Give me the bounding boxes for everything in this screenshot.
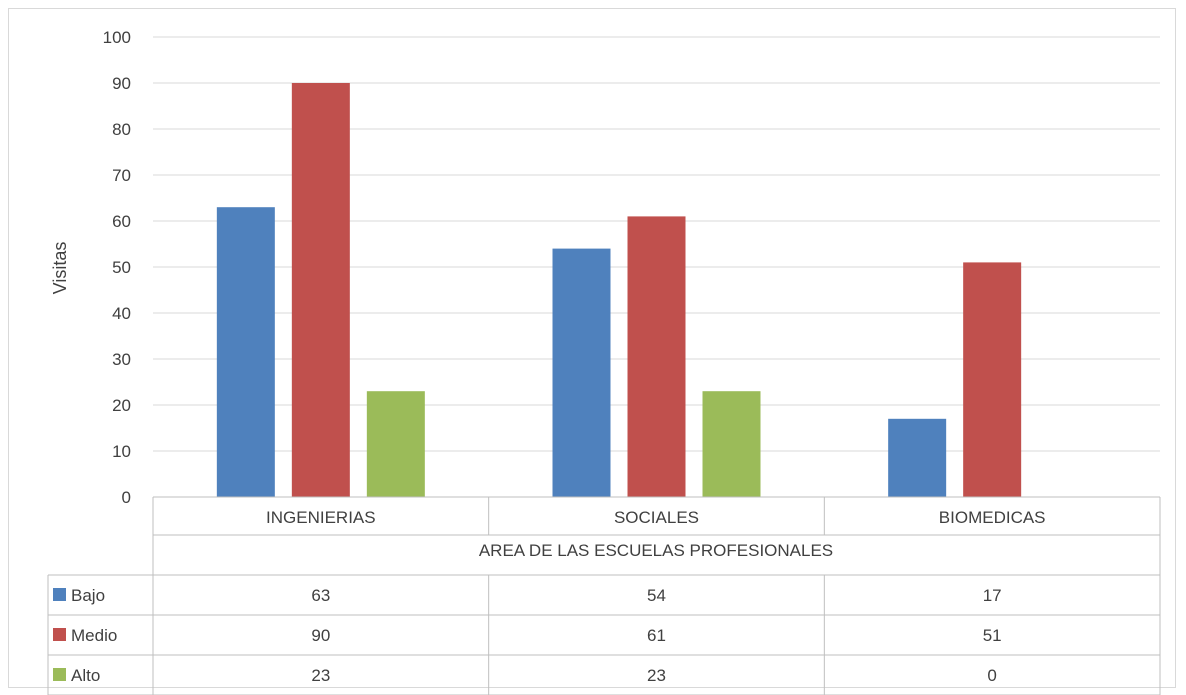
legend-label-bajo: Bajo	[71, 586, 105, 605]
bars	[216, 83, 1022, 497]
y-tick-label: 100	[103, 28, 131, 47]
y-axis-label: Visitas	[50, 242, 70, 295]
y-tick-label: 70	[112, 166, 131, 185]
data-table: INGENIERIAS SOCIALES BIOMEDICAS Bajo 63 54 17 M…	[47, 497, 1161, 695]
y-tick-label: 80	[112, 120, 131, 139]
bar-medio-biomedicas	[963, 262, 1022, 497]
bar-bajo-sociales	[552, 248, 611, 497]
x-axis-label: AREA DE LAS ESCUELAS PROFESIONALES	[479, 541, 833, 560]
x-tick-label: SOCIALES	[614, 508, 699, 527]
data-label: 90	[311, 626, 330, 645]
y-tick-label: 0	[122, 488, 131, 507]
x-tick-label: BIOMEDICAS	[939, 508, 1046, 527]
y-tick-label: 60	[112, 212, 131, 231]
y-tick-label: 10	[112, 442, 131, 461]
bar-alto-sociales	[702, 391, 761, 497]
bar-bajo-biomedicas	[888, 418, 947, 497]
y-tick-label: 30	[112, 350, 131, 369]
y-tick-label: 40	[112, 304, 131, 323]
data-label: 23	[647, 666, 666, 685]
bar-medio-ingenierias	[291, 83, 350, 497]
bar-alto-ingenierias	[366, 391, 425, 497]
x-tick-label: INGENIERIAS	[266, 508, 376, 527]
data-label: 0	[987, 666, 996, 685]
data-label: 63	[311, 586, 330, 605]
bar-bajo-ingenierias	[216, 207, 275, 497]
legend-swatch-alto	[53, 668, 66, 681]
y-tick-label: 90	[112, 74, 131, 93]
bar-medio-sociales	[627, 216, 686, 497]
legend-swatch-bajo	[53, 588, 66, 601]
data-label: 51	[983, 626, 1002, 645]
legend-label-alto: Alto	[71, 666, 100, 685]
y-tick-label: 20	[112, 396, 131, 415]
legend-label-medio: Medio	[71, 626, 117, 645]
y-tick-label: 50	[112, 258, 131, 277]
data-label: 17	[983, 586, 1002, 605]
data-label: 54	[647, 586, 666, 605]
data-label: 23	[311, 666, 330, 685]
axes: 0 10 20 30 40 50 60 70 80 90 100	[103, 28, 1160, 507]
chart-frame	[8, 8, 1176, 688]
legend-swatch-medio	[53, 628, 66, 641]
data-label: 61	[647, 626, 666, 645]
